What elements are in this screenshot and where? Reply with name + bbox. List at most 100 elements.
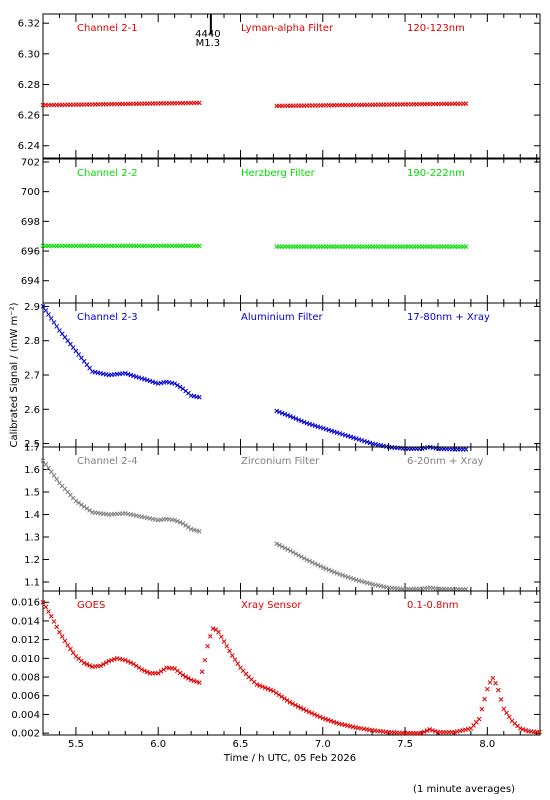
y-tick-label: 0.010 <box>11 654 40 665</box>
data-point <box>144 377 150 383</box>
data-point <box>122 370 128 376</box>
data-series-1 <box>40 599 542 736</box>
data-point <box>318 425 323 430</box>
data-point <box>334 720 339 726</box>
data-point <box>100 661 106 667</box>
data-point <box>290 549 296 555</box>
data-point <box>288 414 293 419</box>
filter-label: Xray Sensor <box>241 600 302 611</box>
data-point <box>277 409 282 415</box>
data-point <box>48 613 54 619</box>
data-point <box>342 432 348 438</box>
data-point <box>59 634 65 639</box>
data-point <box>131 661 136 667</box>
y-tick-label: 0.016 <box>11 598 40 609</box>
data-point <box>84 506 90 511</box>
data-point <box>175 382 180 388</box>
data-point <box>128 660 134 666</box>
data-point <box>229 653 235 658</box>
x-tick-label: 7.0 <box>315 739 331 750</box>
data-point <box>523 727 529 733</box>
data-point <box>235 661 241 666</box>
data-point <box>202 657 208 663</box>
data-series-1 <box>40 304 202 400</box>
data-point <box>359 437 365 443</box>
panels-group: 6.24 6.26 6.28 6.30 6.32 Channel 2-1 Lyman-alp… <box>11 13 542 740</box>
data-point <box>288 548 293 554</box>
data-point <box>196 394 202 400</box>
data-point <box>196 680 202 685</box>
data-point <box>51 320 57 325</box>
filter-label: Lyman-alpha Filter <box>241 23 334 34</box>
data-point <box>40 304 46 309</box>
y-tick-label: 0.008 <box>11 673 40 684</box>
data-point <box>262 685 268 691</box>
data-point <box>51 619 57 624</box>
y-tick-label: 702 <box>21 157 40 168</box>
data-point <box>188 677 194 683</box>
band-label: 0.1-0.8nm <box>407 600 459 611</box>
data-point <box>356 437 362 442</box>
data-point <box>317 714 323 720</box>
x-tick-label: 6.0 <box>150 739 166 750</box>
data-point <box>419 730 424 736</box>
data-point <box>54 324 60 329</box>
data-point <box>323 566 329 572</box>
data-point <box>367 440 373 446</box>
data-point <box>312 561 318 567</box>
data-point <box>172 381 178 386</box>
data-point <box>43 461 49 467</box>
data-point <box>296 552 301 558</box>
data-point <box>351 576 356 582</box>
data-point <box>353 436 359 441</box>
data-point <box>177 520 183 525</box>
x-tick-label: 8.0 <box>479 739 495 750</box>
data-series-1 <box>40 243 202 249</box>
data-point <box>284 698 290 703</box>
data-point <box>70 650 76 656</box>
data-point <box>285 412 291 418</box>
data-point <box>76 500 82 506</box>
flare-class-label: M1.3 <box>196 38 221 49</box>
data-point <box>210 626 216 631</box>
data-point <box>498 697 504 702</box>
data-point <box>315 424 321 429</box>
data-point <box>227 648 232 654</box>
y-tick-label: 6.24 <box>18 141 40 152</box>
data-point <box>265 686 271 692</box>
data-point <box>292 702 298 708</box>
y-tick-label: 0.012 <box>11 635 40 646</box>
data-point <box>161 667 167 672</box>
data-point <box>326 427 332 433</box>
data-point <box>103 660 109 666</box>
data-point <box>111 656 117 662</box>
data-point <box>493 680 498 686</box>
data-point <box>309 560 315 565</box>
y-tick-label: 2.9 <box>24 302 40 313</box>
data-point <box>196 529 202 534</box>
data-point <box>150 379 156 385</box>
data-point <box>290 701 295 707</box>
data-point <box>46 312 51 317</box>
data-point <box>279 694 284 700</box>
data-point <box>314 713 320 719</box>
y-tick-label: 6.28 <box>18 80 40 91</box>
y-tick-label: 698 <box>21 217 40 228</box>
data-point <box>87 508 92 513</box>
data-point <box>320 715 326 721</box>
y-tick-label: 6.30 <box>18 49 40 60</box>
data-point <box>293 416 299 422</box>
y-tick-label: 6.26 <box>18 111 40 122</box>
data-point <box>287 699 293 705</box>
data-point <box>196 243 202 249</box>
data-point <box>43 604 49 610</box>
panel-4: 1.1 1.2 1.3 1.4 1.5 1.6 1.7 Channel 2-4 Zirconiu… <box>24 443 541 592</box>
data-point <box>207 633 213 639</box>
channel-label: Channel 2-4 <box>77 456 138 467</box>
data-point <box>180 521 186 526</box>
y-tick-label: 1.5 <box>24 488 40 499</box>
data-point <box>312 712 317 717</box>
data-point <box>57 629 62 635</box>
data-point <box>142 668 147 674</box>
data-point <box>54 624 60 630</box>
